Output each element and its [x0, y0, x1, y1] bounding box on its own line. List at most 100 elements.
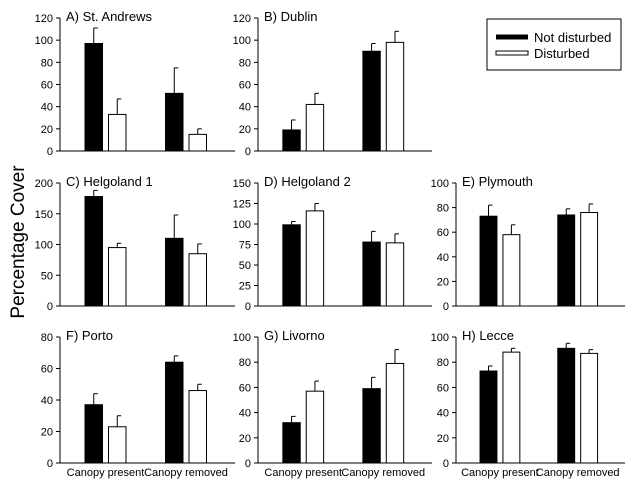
y-tick-label: 0: [47, 458, 53, 470]
y-tick-label: 100: [35, 240, 53, 252]
y-tick-label: 40: [437, 252, 449, 264]
x-category-label: Canopy present: [461, 467, 539, 479]
y-tick-label: 100: [233, 219, 251, 231]
y-tick-label: 0: [245, 458, 251, 470]
bar: [479, 215, 498, 307]
bar: [108, 426, 127, 464]
y-tick-label: 100: [233, 332, 251, 344]
bar: [557, 214, 576, 307]
y-tick-label: 0: [245, 301, 251, 313]
y-tick-label: 120: [233, 13, 251, 25]
y-tick-label: 0: [245, 146, 251, 158]
y-tick-label: 40: [437, 408, 449, 420]
y-tick-label: 80: [41, 57, 53, 69]
bar: [108, 247, 127, 307]
bar: [84, 404, 103, 464]
y-tick-label: 20: [437, 276, 449, 288]
y-tick-label: 80: [41, 332, 53, 344]
y-tick-label: 50: [41, 270, 53, 282]
bar: [165, 92, 184, 152]
x-category-label: Canopy removed: [144, 467, 228, 479]
bar: [282, 129, 301, 152]
panel-title: F) Porto: [66, 328, 113, 343]
y-tick-label: 200: [35, 178, 53, 190]
chart-panel: 0 25 50 75 100 125 150 D) Helgoland 2: [233, 174, 432, 313]
bar: [580, 212, 599, 307]
bar: [165, 237, 184, 307]
y-tick-label: 50: [239, 260, 251, 272]
panel-title: H) Lecce: [462, 328, 514, 343]
panel-title: C) Helgoland 1: [66, 174, 153, 189]
x-category-label: Canopy removed: [536, 467, 620, 479]
chart-panel: 0 20 40 60 80 100 E) Plymouth: [431, 174, 625, 313]
x-category-label: Canopy present: [264, 467, 342, 479]
legend-box: [486, 18, 622, 71]
bar: [108, 113, 127, 152]
y-tick-label: 40: [239, 408, 251, 420]
chart-panel: 0 20 40 60 80 100 120 A) St. Andrews: [35, 9, 235, 158]
y-tick-label: 150: [35, 209, 53, 221]
y-tick-label: 40: [41, 395, 53, 407]
panel-title: B) Dublin: [264, 9, 317, 24]
bar: [305, 210, 325, 307]
legend: Not disturbed Disturbed: [486, 18, 622, 71]
chart-panel: 0 20 40 60 80 100 G) Livorno Canopy present Cano…: [233, 328, 432, 479]
bar: [502, 234, 521, 307]
panel-title: A) St. Andrews: [66, 9, 152, 24]
y-tick-label: 40: [41, 102, 53, 114]
bar: [557, 347, 576, 464]
y-tick-label: 80: [239, 357, 251, 369]
y-tick-label: 120: [35, 13, 53, 25]
y-tick-label: 60: [41, 364, 53, 376]
legend-swatch-disturbed: [495, 50, 529, 56]
y-tick-label: 0: [47, 146, 53, 158]
bar: [385, 362, 405, 464]
bar: [385, 242, 405, 307]
y-tick-label: 60: [239, 382, 251, 394]
bar: [385, 41, 405, 152]
bar: [305, 103, 325, 152]
panel-title: E) Plymouth: [462, 174, 533, 189]
bar: [188, 390, 207, 464]
y-tick-label: 80: [437, 203, 449, 215]
x-category-label: Canopy present: [67, 467, 145, 479]
bar: [479, 370, 498, 464]
y-tick-label: 150: [233, 178, 251, 190]
y-tick-label: 60: [437, 227, 449, 239]
y-tick-label: 100: [233, 35, 251, 47]
y-tick-label: 20: [239, 124, 251, 136]
y-axis-label: Percentage Cover: [8, 165, 29, 319]
bar: [362, 241, 381, 307]
y-tick-label: 40: [239, 102, 251, 114]
bar: [282, 224, 301, 307]
bar: [580, 352, 599, 464]
panel-title: D) Helgoland 2: [264, 174, 351, 189]
bar: [362, 388, 381, 464]
y-tick-label: 20: [41, 124, 53, 136]
x-category-label: Canopy removed: [341, 467, 425, 479]
y-tick-label: 0: [443, 458, 449, 470]
y-tick-label: 60: [437, 382, 449, 394]
bar: [362, 50, 381, 152]
bar: [84, 196, 103, 307]
y-tick-label: 20: [239, 433, 251, 445]
chart-panel: 0 20 40 60 80 F) Porto Canopy present Canopy re…: [41, 328, 235, 479]
chart-panel: 0 20 40 60 80 100 120 B) Dublin: [233, 9, 432, 158]
legend-label-not-disturbed: Not disturbed: [534, 30, 611, 45]
bar: [188, 253, 207, 307]
chart-panel: 0 20 40 60 80 100 H) Lecce Canopy presentCanopy…: [431, 328, 625, 479]
y-tick-label: 60: [41, 80, 53, 92]
y-tick-label: 25: [239, 281, 251, 293]
bar: [188, 133, 207, 152]
y-tick-label: 80: [437, 357, 449, 369]
y-tick-label: 60: [239, 80, 251, 92]
legend-label-disturbed: Disturbed: [534, 46, 590, 61]
panel-title: G) Livorno: [264, 328, 325, 343]
chart-panels: 0 20 40 60 80 100 120 A) St. Andrews 0 20 40 60 80 10…: [35, 9, 625, 479]
y-tick-label: 100: [431, 332, 449, 344]
bar: [502, 351, 521, 464]
y-tick-label: 0: [443, 301, 449, 313]
y-tick-label: 75: [239, 240, 251, 252]
y-tick-label: 100: [35, 35, 53, 47]
